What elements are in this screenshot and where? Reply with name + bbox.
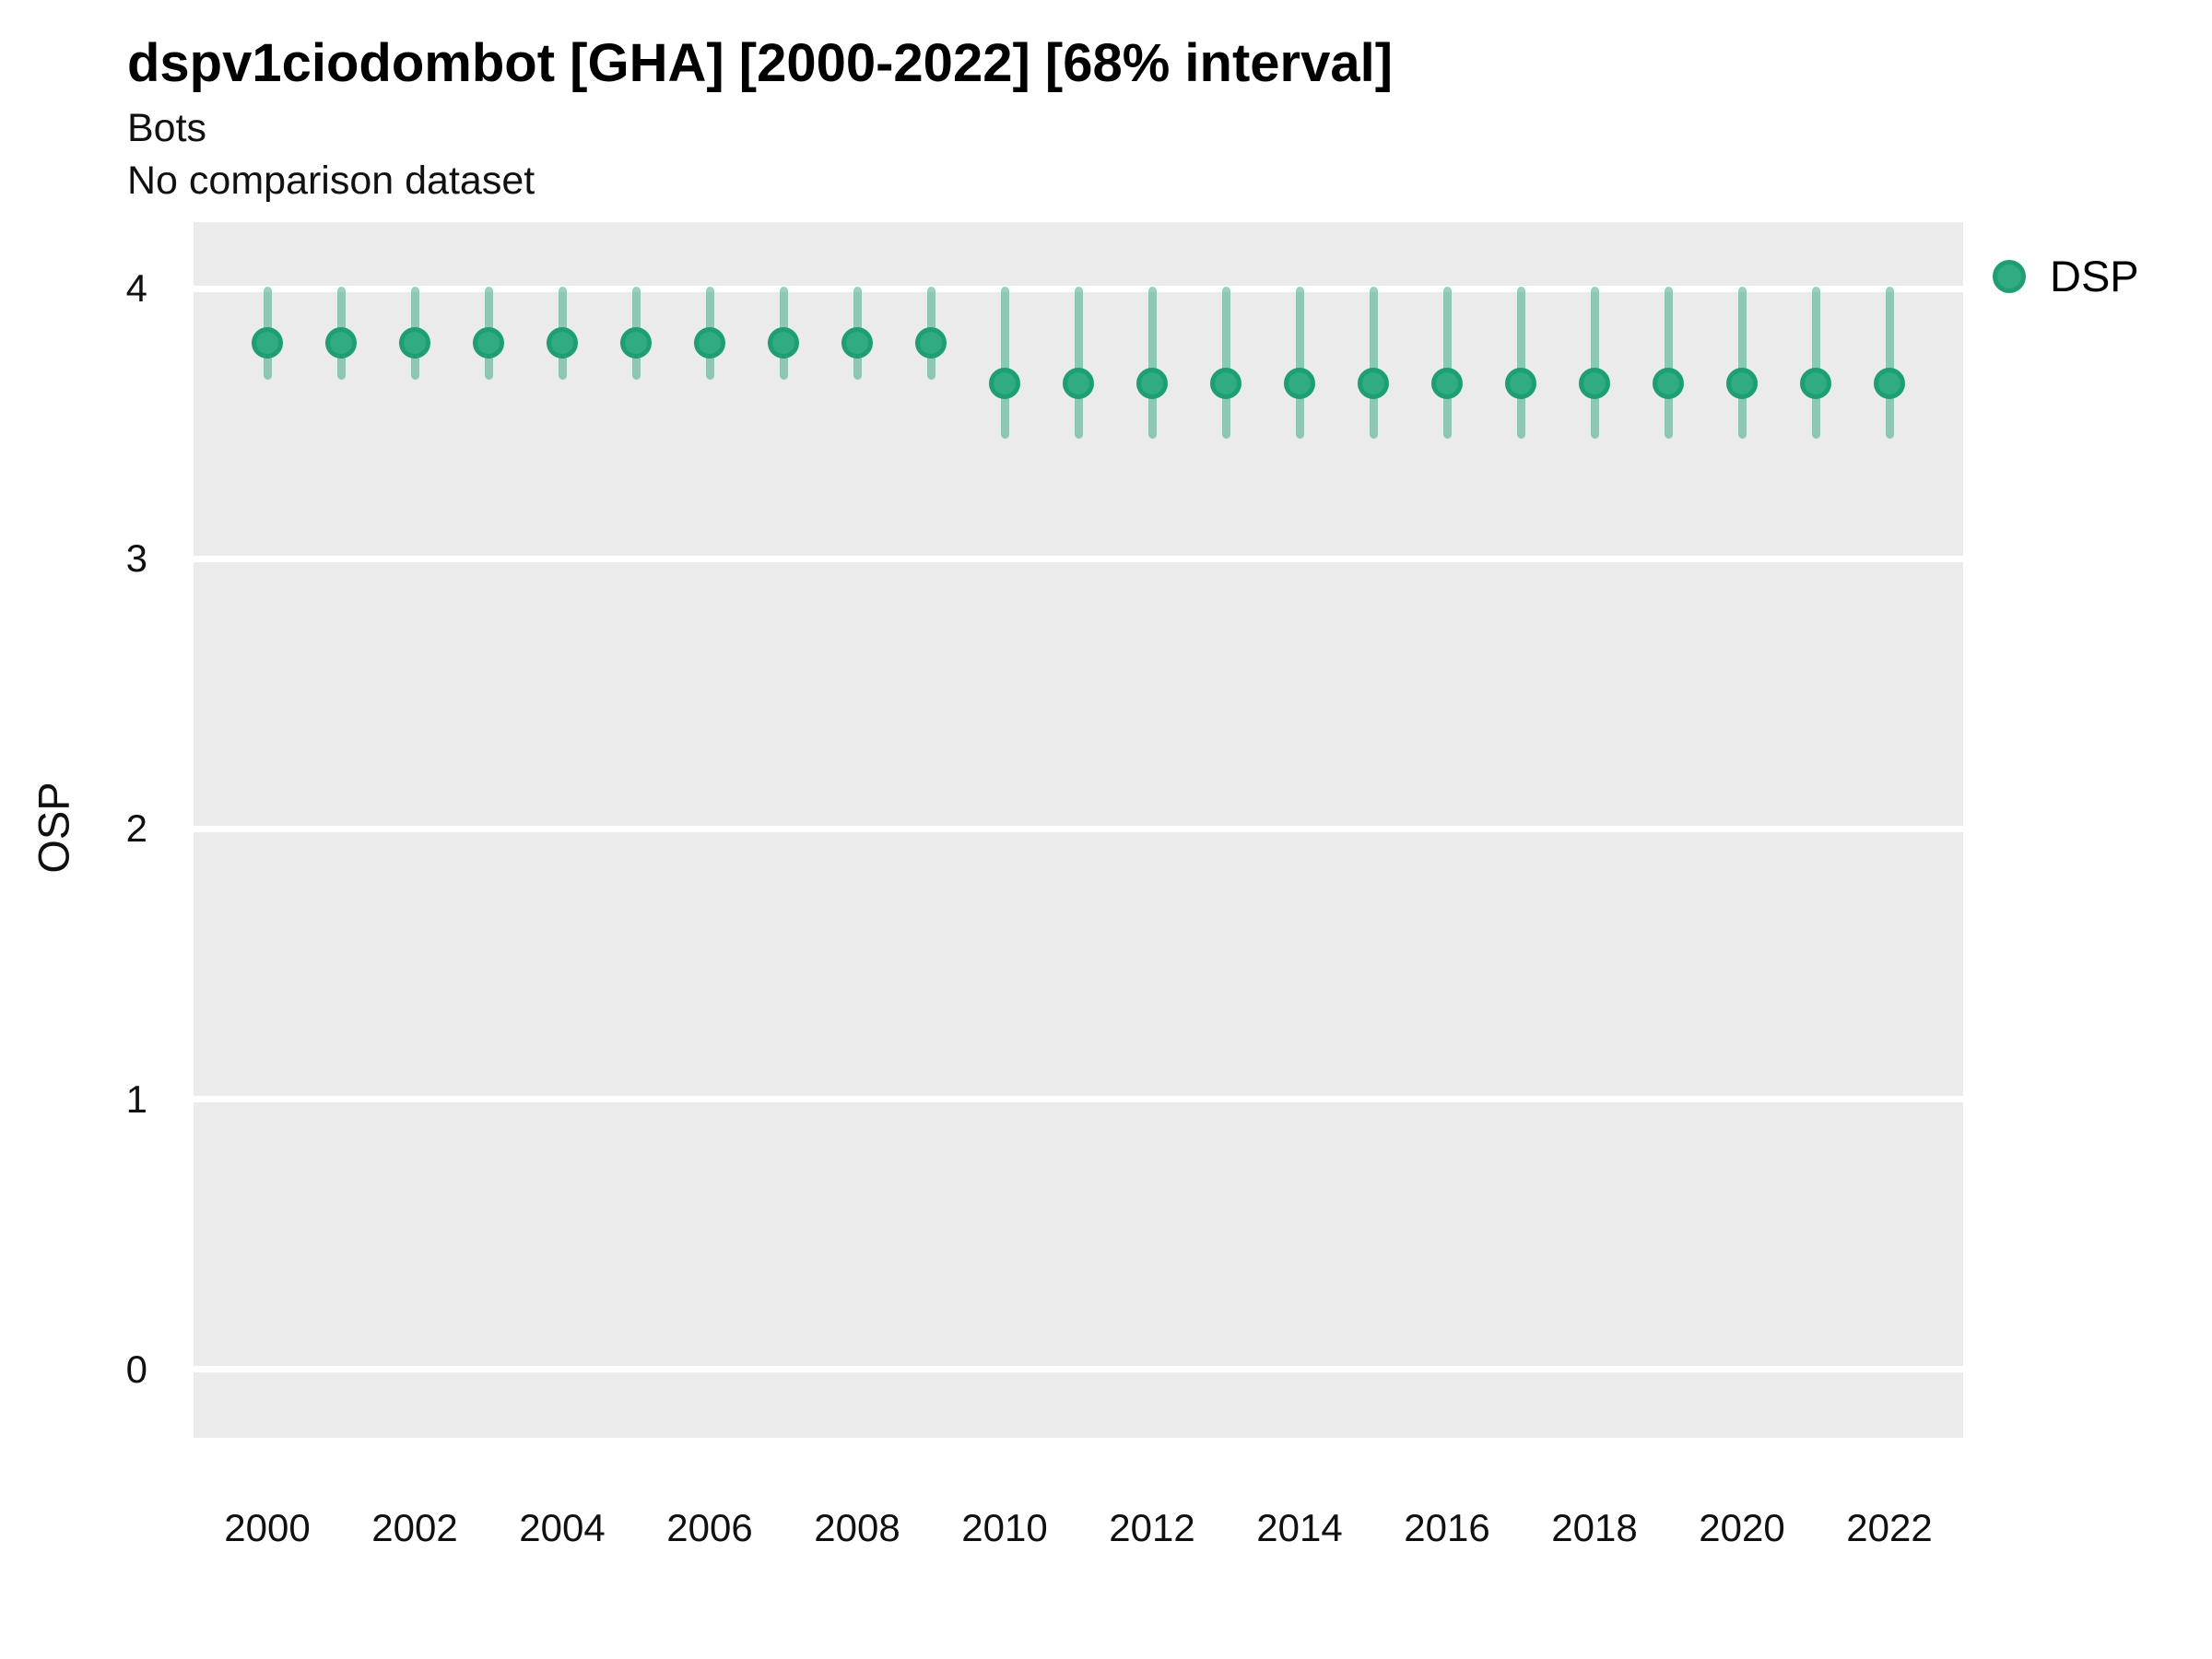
x-tick-label-2018: 2018 [1551,1506,1638,1549]
x-tick-label-2006: 2006 [666,1506,753,1549]
x-tick-label-2016: 2016 [1404,1506,1490,1549]
data-point-2008 [841,326,873,359]
interval-bar-2015 [1369,287,1378,440]
legend-point-icon [1993,260,2026,293]
x-tick-label-2022: 2022 [1846,1506,1933,1549]
data-point-2003 [473,326,504,359]
data-point-2007 [768,326,799,359]
y-tick-label-4: 4 [125,266,147,311]
data-point-2021 [1800,367,1831,399]
x-tick-label-2014: 2014 [1256,1506,1343,1549]
plot-panel [194,222,1963,1438]
x-tick-label-2002: 2002 [371,1506,458,1549]
interval-bar-2022 [1885,287,1894,440]
interval-bar-2013 [1221,287,1230,440]
interval-bar-2012 [1147,287,1157,440]
chart-subtitle: Bots [127,106,207,150]
x-tick-label-2004: 2004 [519,1506,606,1549]
interval-bar-2016 [1442,287,1452,440]
interval-bar-2014 [1295,287,1304,440]
data-point-2006 [694,326,725,359]
gridline-y-4 [194,285,1963,292]
y-tick-label-3: 3 [125,536,147,581]
legend-label: DSP [2050,252,2139,300]
x-tick-label-2008: 2008 [814,1506,900,1549]
data-point-2019 [1653,367,1684,399]
data-point-2012 [1136,367,1168,399]
data-point-2020 [1726,367,1758,399]
y-tick-label-2: 2 [125,806,147,851]
x-tick-label-2020: 2020 [1699,1506,1785,1549]
x-tick-label-2000: 2000 [224,1506,311,1549]
data-point-2009 [915,326,947,359]
gridline-y-2 [194,825,1963,832]
comparison-note: No comparison dataset [127,159,535,203]
gridline-y-1 [194,1096,1963,1103]
interval-bar-2019 [1664,287,1673,440]
chart-title: dspv1ciodombot [GHA] [2000-2022] [68% in… [127,33,1394,93]
data-point-2015 [1358,367,1389,399]
data-point-2016 [1431,367,1463,399]
data-point-2000 [252,326,283,359]
interval-bar-2011 [1074,287,1083,440]
data-point-2014 [1284,367,1315,399]
data-point-2011 [1063,367,1094,399]
data-point-2017 [1505,367,1536,399]
gridline-y-3 [194,555,1963,562]
data-point-2005 [620,326,652,359]
data-point-2018 [1579,367,1610,399]
interval-bar-2020 [1737,287,1747,440]
data-point-2001 [325,326,357,359]
legend: DSP [1993,253,2139,300]
interval-bar-2017 [1516,287,1525,440]
interval-bar-2010 [1000,287,1009,440]
interval-bar-2018 [1590,287,1599,440]
x-tick-label-2010: 2010 [961,1506,1048,1549]
data-point-2013 [1210,367,1241,399]
data-point-2022 [1874,367,1905,399]
interval-bar-2021 [1811,287,1820,440]
x-tick-label-2012: 2012 [1109,1506,1195,1549]
y-tick-label-1: 1 [125,1077,147,1121]
data-point-2004 [547,326,578,359]
data-point-2010 [989,367,1020,399]
gridline-y-0 [194,1366,1963,1373]
y-tick-label-0: 0 [125,1347,147,1391]
data-point-2002 [399,326,430,359]
